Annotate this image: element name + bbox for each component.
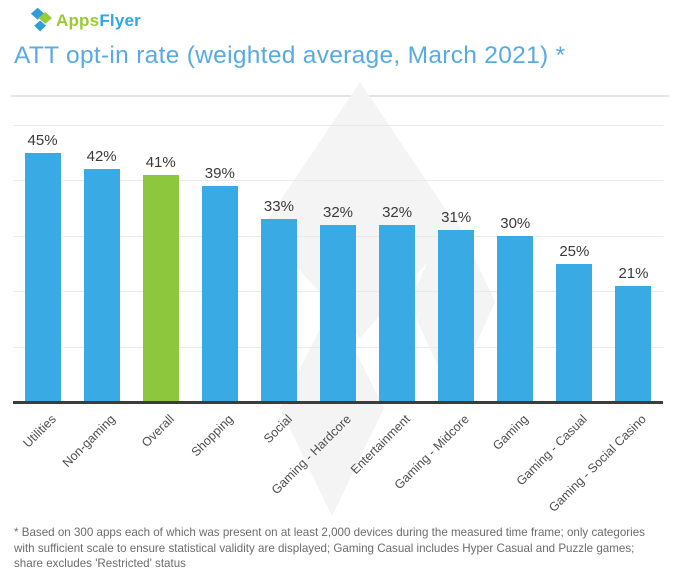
bar-value-label: 33%	[263, 198, 294, 216]
title-divider	[11, 95, 669, 97]
chart-title: ATT opt-in rate (weighted average, March…	[14, 42, 566, 69]
logo-wordmark: AppsFlyer	[56, 11, 141, 31]
bar-value-label: 39%	[204, 164, 235, 182]
bar-shopping	[201, 185, 238, 402]
logo-text-apps: Apps	[56, 10, 100, 30]
bar-value-label: 32%	[382, 203, 413, 221]
bar-value-label: 25%	[559, 242, 590, 260]
bar-gaming-hardcore	[320, 224, 356, 402]
bar-utilities	[24, 152, 61, 402]
bar-social	[260, 219, 297, 402]
bar-value-label: 32%	[322, 203, 354, 221]
appsflyer-logo-icon	[30, 7, 52, 32]
footnote: * Based on 300 apps each of which was pr…	[14, 526, 645, 571]
x-axis-line	[13, 400, 663, 404]
bar-gaming	[497, 235, 534, 402]
bar-gaming-casual	[556, 263, 593, 402]
bar-value-label: 42%	[86, 148, 117, 166]
bar-gaming-social-casino	[615, 285, 652, 402]
bar-entertainment	[379, 224, 416, 402]
bar-value-label: 41%	[145, 153, 176, 171]
bar-value-label: 30%	[500, 214, 531, 232]
bar-overall	[142, 174, 179, 402]
bar-value-label: 21%	[618, 264, 649, 282]
appsflyer-logo: AppsFlyer	[30, 7, 141, 34]
bar-gaming-midcore	[438, 230, 475, 402]
bar-non-gaming	[83, 169, 120, 402]
gridline-50-percent	[13, 125, 663, 126]
bar-value-label: 31%	[441, 209, 472, 227]
bar-value-label: 45%	[27, 131, 58, 149]
gridline-40-percent	[13, 180, 663, 182]
logo-text-flyer: Flyer	[99, 10, 141, 30]
